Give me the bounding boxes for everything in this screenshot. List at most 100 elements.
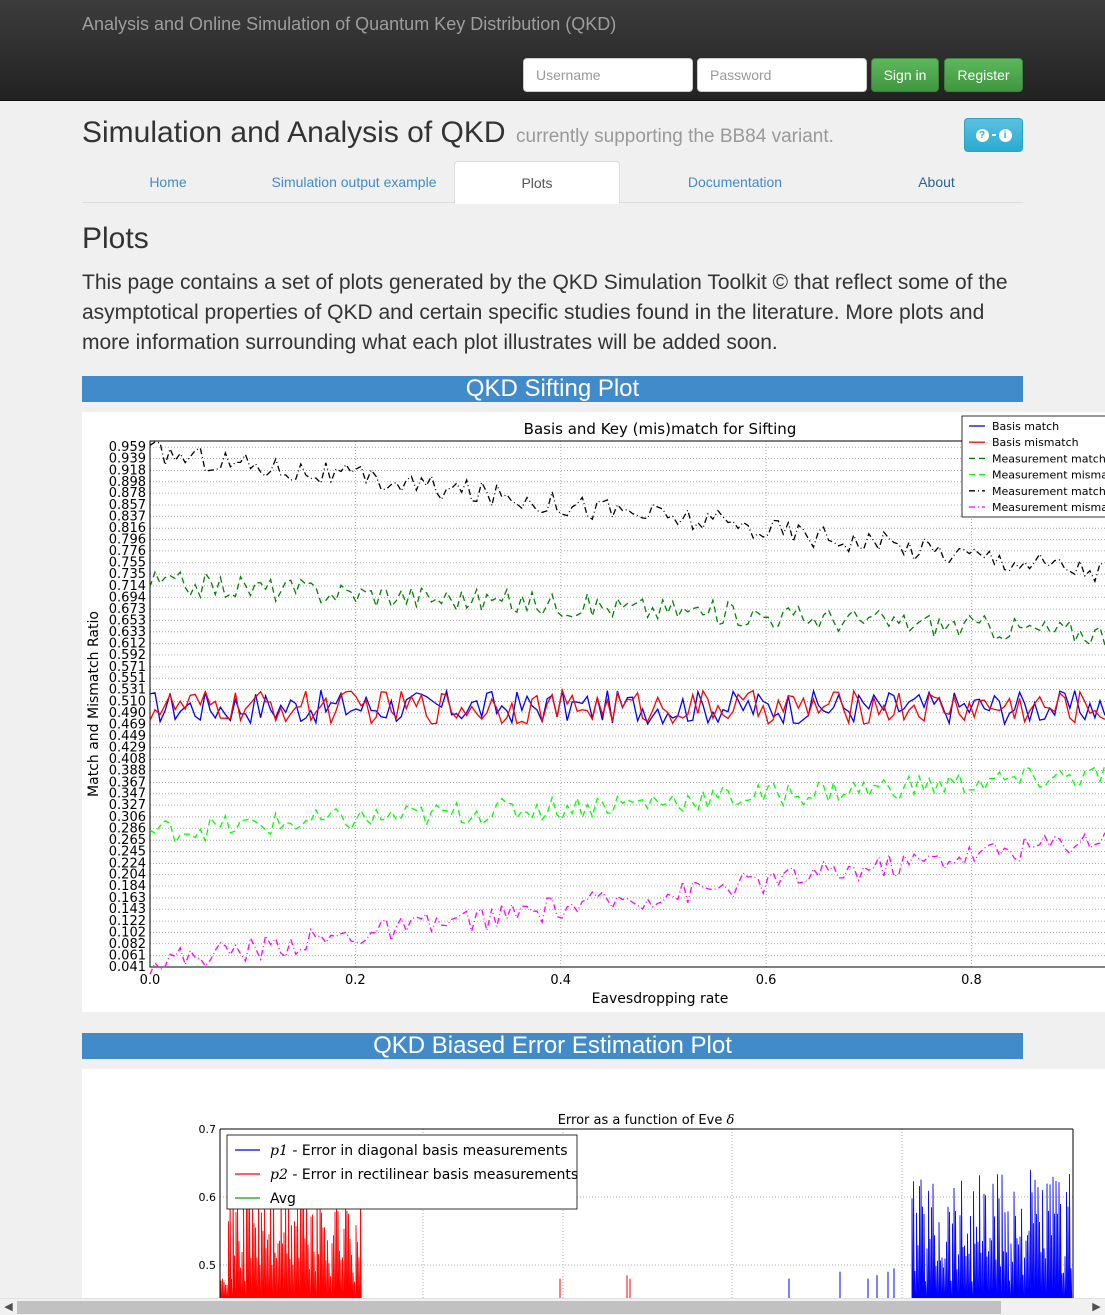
series-line-2 (149, 570, 1105, 646)
y-tick-label: 0.551 (109, 671, 146, 686)
y-tick-label: 0.204 (109, 868, 146, 883)
sifting-legend: Basis match Basis mismatch Measurement mat… (961, 415, 1105, 518)
x-tick-label: 0.2 (345, 973, 366, 988)
y-tick-label: 0.694 (109, 590, 146, 605)
legend-entry: Basis match (992, 420, 1059, 433)
legend-entry: Avg (270, 1191, 296, 1207)
y-tick-label: 0.612 (109, 637, 146, 652)
password-input[interactable] (697, 58, 867, 92)
y-tick-label: 0.286 (109, 821, 146, 836)
y-tick-label: 0.469 (109, 718, 146, 733)
biased-error-plot-panel: 0.7 0.6 0.5 Error as a function of Eve δ p1 … (82, 1069, 1105, 1298)
nav-tabs: Home Simulation output example Plots Doc… (82, 161, 1023, 204)
biased-legend: p1 - Error in diagonal basis measurement… (226, 1134, 578, 1210)
y-tick-label: 0.347 (109, 787, 146, 802)
legend-entry: p2 - Error in rectilinear basis measurem… (270, 1167, 578, 1183)
series-line-5 (149, 832, 1105, 975)
y-tick-label: 0.735 (109, 567, 146, 582)
y-tick-label: 0.918 (109, 463, 146, 478)
chart-title-text: Error as a function of Eve (558, 1113, 727, 1128)
y-tick-label: 0.449 (109, 729, 146, 744)
question-icon: ? (975, 128, 989, 142)
x-tick-label: 0.0 (140, 973, 161, 988)
scroll-left-icon[interactable]: ◀ (4, 1301, 13, 1313)
legend-entry: Basis mismatch (992, 436, 1079, 449)
separator-dash (991, 134, 996, 136)
page-header: Simulation and Analysis of QKD currently… (82, 116, 834, 150)
biased-error-chart: 0.7 0.6 0.5 Error as a function of Eve δ p1 … (199, 1113, 1074, 1298)
tab-plots[interactable]: Plots (454, 161, 620, 204)
y-tick-label: 0.082 (109, 937, 146, 952)
help-info-button[interactable]: ? i (964, 118, 1023, 152)
y-tick-label: 0.653 (109, 613, 146, 628)
tab-documentation[interactable]: Documentation (687, 174, 783, 190)
y-tick-label: 0.429 (109, 740, 146, 755)
y-tick-label: 0.245 (109, 844, 146, 859)
y-tick-label: 0.184 (109, 879, 146, 894)
x-tick-label: 0.4 (550, 973, 571, 988)
legend-entry: Measurement match be (992, 452, 1105, 465)
legend-text: Avg (270, 1191, 296, 1207)
legend-symbol: p1 (270, 1143, 288, 1159)
y-tick-label: 0.408 (109, 752, 146, 767)
y-tick-label: 0.592 (109, 648, 146, 663)
horizontal-scrollbar[interactable]: ◀ ▶ (0, 1298, 1105, 1315)
x-tick-label: 0.8 (961, 973, 982, 988)
y-axis-label: Match and Mismatch Ratio (86, 611, 102, 797)
chart-title-symbol: δ (726, 1113, 734, 1128)
page-title: Simulation and Analysis of QKD (82, 116, 506, 149)
legend-entry: p1 - Error in diagonal basis measurement… (270, 1143, 568, 1159)
signin-button[interactable]: Sign in (871, 58, 939, 92)
sifting-plot-header: QKD Sifting Plot (82, 376, 1023, 402)
legend-text: - Error in diagonal basis measurements (288, 1143, 568, 1159)
y-tick-label: 0.061 (109, 949, 146, 964)
y-tick-label: 0.490 (109, 706, 146, 721)
x-axis-label: Eavesdropping rate (592, 991, 729, 1007)
y-tick-label: 0.878 (109, 486, 146, 501)
series-line-1 (149, 687, 1105, 726)
username-input[interactable] (523, 58, 693, 92)
scroll-right-icon[interactable]: ▶ (1092, 1301, 1101, 1313)
y-tick-label: 0.041 (109, 960, 146, 975)
y-tick-label: 0.959 (109, 440, 146, 455)
y-tick-label: 0.265 (109, 833, 146, 848)
legend-symbol: p2 (270, 1167, 288, 1183)
y-tick-label: 0.898 (109, 475, 146, 490)
x-tick-label: 0.6 (756, 973, 777, 988)
y-tick-label: 0.306 (109, 810, 146, 825)
intro-paragraph: This page contains a set of plots genera… (82, 271, 1008, 354)
y-tick-label: 0.755 (109, 556, 146, 571)
y-tick-label: 0.816 (109, 521, 146, 536)
page-subtitle: currently supporting the BB84 variant. (516, 126, 834, 147)
y-tick-label: 0.5 (199, 1259, 217, 1272)
chart-title: Error as a function of Eve δ (558, 1113, 735, 1128)
y-tick-label: 0.796 (109, 533, 146, 548)
info-icon: i (998, 128, 1012, 142)
y-tick-label: 0.776 (109, 544, 146, 559)
y-tick-label: 0.163 (109, 891, 146, 906)
y-tick-label: 0.122 (109, 914, 146, 929)
y-tick-label: 0.531 (109, 683, 146, 698)
y-tick-label: 0.857 (109, 498, 146, 513)
legend-box (226, 1134, 578, 1210)
scrollbar-thumb[interactable] (17, 1301, 1001, 1314)
tab-home[interactable]: Home (149, 174, 187, 190)
register-button[interactable]: Register (944, 58, 1023, 92)
y-tick-label: 0.571 (109, 660, 146, 675)
biased-error-plot-header: QKD Biased Error Estimation Plot (82, 1033, 1023, 1059)
y-tick-label: 0.837 (109, 509, 146, 524)
legend-entry: Measurement match af (992, 485, 1105, 498)
tab-simulation-output-example[interactable]: Simulation output example (271, 174, 437, 190)
y-tick-label: 0.327 (109, 798, 146, 813)
y-tick-label: 0.673 (109, 602, 146, 617)
y-tick-label: 0.633 (109, 625, 146, 640)
legend-entry: Measurement mismatc (992, 501, 1105, 514)
tab-about[interactable]: About (918, 174, 955, 190)
legend-text: - Error in rectilinear basis measurement… (288, 1167, 578, 1183)
plot-frame (149, 440, 1105, 968)
brand-title[interactable]: Analysis and Online Simulation of Quantu… (82, 14, 617, 34)
y-tick-label: 0.143 (109, 902, 146, 917)
series-line-0 (149, 688, 1105, 726)
series-line-p1 (911, 1169, 1073, 1298)
legend-box (961, 415, 1105, 518)
